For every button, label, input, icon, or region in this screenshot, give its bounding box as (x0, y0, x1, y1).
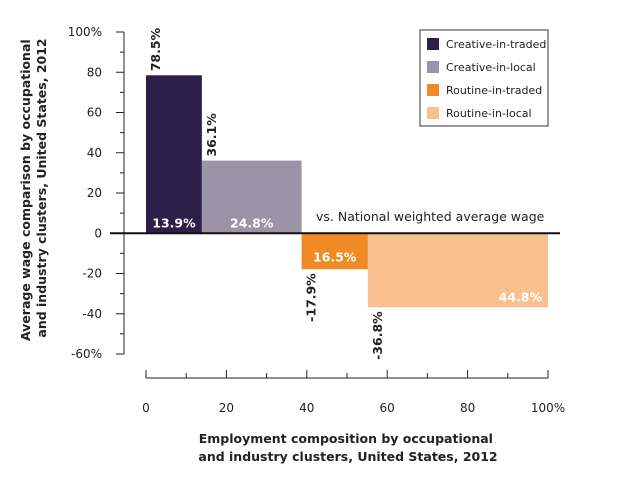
x-tick-label: 60 (380, 401, 395, 415)
y-tick-label: 80 (87, 65, 102, 79)
legend-swatch (427, 107, 439, 119)
bar-creative-in-local (201, 160, 302, 234)
bars-group (146, 75, 548, 308)
y-tick-label: -40 (82, 307, 102, 321)
value-labels-group: 13.9% 78.5% 24.8% 36.1% 16.5% -17.9% 44.8% -36.… (148, 27, 542, 359)
x-axis-title-line-1: Employment composition by occupational (199, 431, 493, 446)
x-tick-label: 80 (460, 401, 475, 415)
legend-label: Creative-in-local (446, 61, 536, 74)
x-tick-label: 40 (299, 401, 314, 415)
y-tick-label: 20 (87, 186, 102, 200)
wage-label-1: 78.5% (148, 27, 163, 71)
share-label-4: 44.8% (499, 289, 543, 304)
x-tick-label: 0 (142, 401, 150, 415)
y-axis-title-line-1: Average wage comparison by occupational (18, 39, 33, 341)
x-axis-title: Employment composition by occupational a… (198, 431, 497, 464)
x-tick-label: 100% (531, 401, 565, 415)
y-tick-label: -60% (71, 347, 102, 361)
legend-swatch (427, 84, 439, 96)
wage-label-3: -17.9% (304, 273, 319, 322)
baseline-annotation: vs. National weighted average wage (316, 209, 545, 224)
wage-label-2: 36.1% (204, 113, 219, 157)
y-tick-label: 40 (87, 146, 102, 160)
y-tick-label: 0 (94, 226, 102, 240)
share-label-1: 13.9% (152, 215, 196, 230)
share-label-2: 24.8% (230, 215, 274, 230)
x-axis-title-line-2: and industry clusters, United States, 20… (198, 449, 497, 464)
legend-label: Routine-in-local (446, 107, 532, 120)
bar-routine-in-local (367, 233, 548, 308)
wage-label-4: -36.8% (370, 311, 385, 360)
legend: Creative-in-traded Creative-in-local Routi… (419, 29, 549, 127)
bar-routine-in-traded (301, 233, 368, 270)
legend-box (419, 29, 549, 127)
legend-label: Creative-in-traded (446, 38, 546, 51)
y-tick-label: -20 (82, 267, 102, 281)
legend-swatch (427, 61, 439, 73)
legend-label: Routine-in-traded (446, 84, 542, 97)
legend-swatch (427, 38, 439, 50)
bar-creative-in-traded (146, 75, 202, 234)
y-axis-title: Average wage comparison by occupational … (18, 35, 49, 341)
y-axis-title-line-2: and industry clusters, United States, 20… (34, 38, 49, 337)
y-tick-label: 60 (87, 106, 102, 120)
y-tick-label: 100% (68, 25, 102, 39)
share-label-3: 16.5% (313, 249, 357, 264)
axes-group: 100% 80 60 40 20 0 -20 -40 -60% 0 20 40 60 80 100% (68, 25, 565, 415)
x-tick-label: 20 (219, 401, 234, 415)
